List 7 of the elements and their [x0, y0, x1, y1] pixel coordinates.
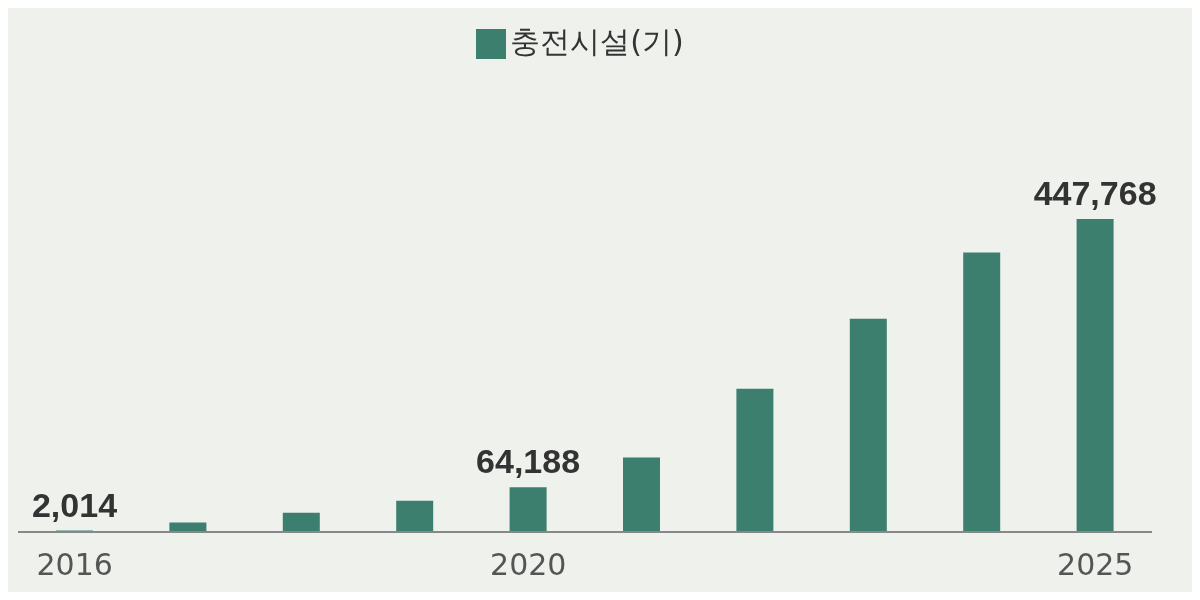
data-label: 64,188 [476, 442, 581, 481]
data-label: 447,768 [1033, 174, 1157, 212]
x-tick-label: 2016 [36, 547, 113, 583]
x-tick-label: 2020 [490, 547, 567, 583]
data-label: 2,014 [31, 485, 118, 524]
x-tick-label: 2025 [1057, 547, 1134, 583]
legend-label: 충전시설(기) [510, 24, 684, 59]
